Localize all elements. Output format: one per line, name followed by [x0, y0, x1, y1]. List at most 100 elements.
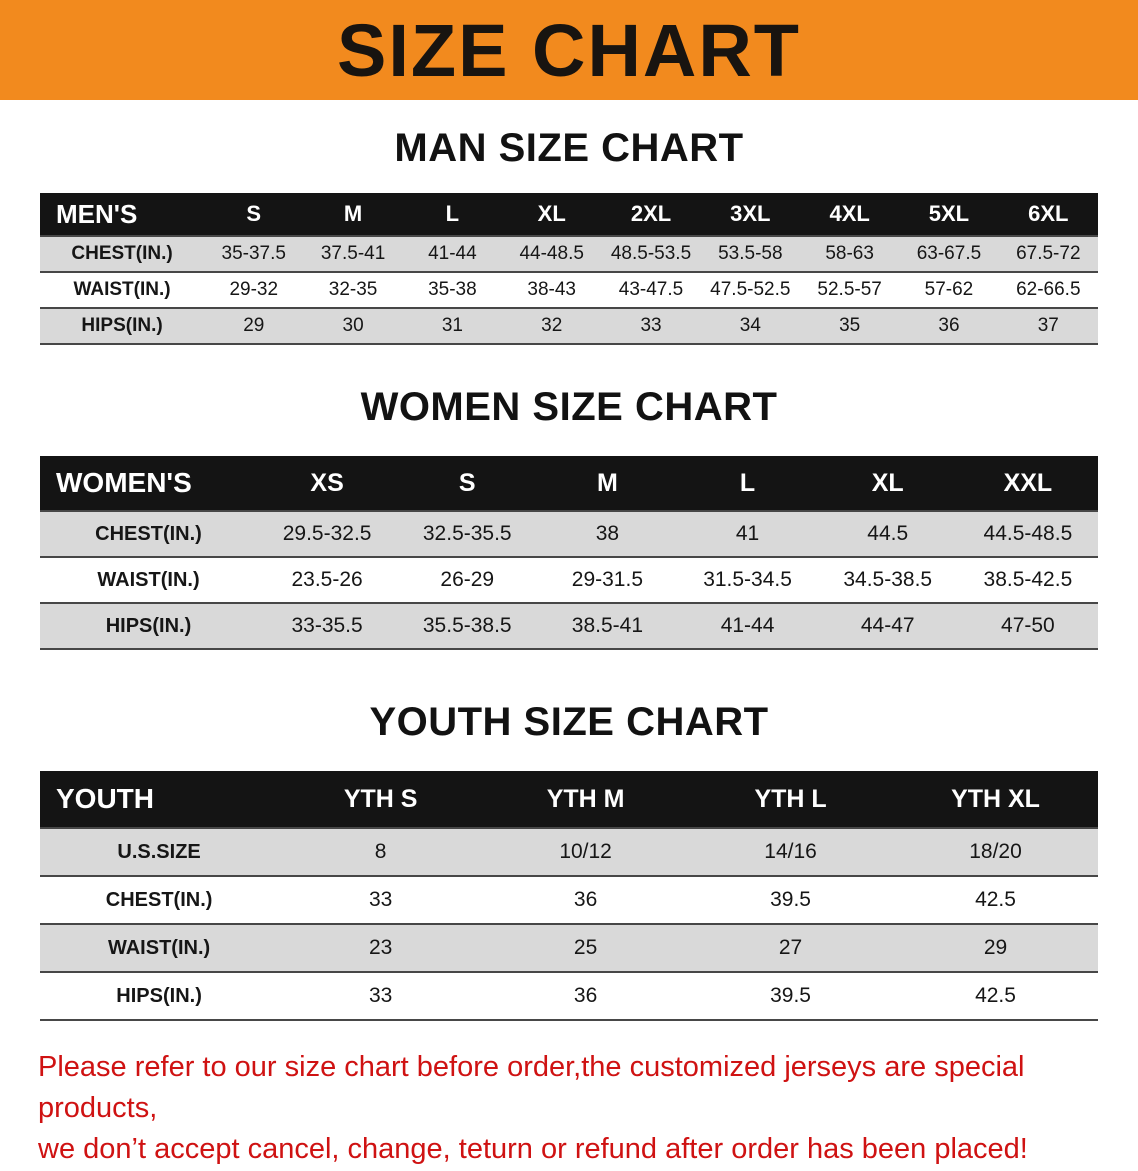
size-value: 34.5-38.5	[843, 568, 933, 591]
size-value: 23	[368, 936, 393, 959]
youth-section: YOUTH SIZE CHART YOUTH YTH S YTH M YTH L YTH…	[0, 700, 1138, 1021]
size-value: 41-44	[428, 243, 477, 264]
size-value: 39.5	[770, 984, 811, 1007]
size-chart-banner: SIZE CHART	[0, 0, 1138, 100]
size-value: 29	[243, 315, 265, 336]
size-value: 67.5-72	[1016, 243, 1081, 264]
row-label: WAIST(IN.)	[107, 936, 211, 959]
size-value: 43-47.5	[618, 279, 684, 300]
size-value: 41-44	[720, 614, 775, 637]
men-section: MAN SIZE CHART MEN'S S M L XL 2XL 3XL 4XL 5XL 6XL…	[0, 126, 1138, 345]
size-value: 33	[368, 984, 393, 1007]
women-section-heading: WOMEN SIZE CHART	[360, 385, 778, 429]
size-column-header: S	[204, 193, 304, 236]
size-value: 29.5-32.5	[282, 522, 372, 545]
size-value: 33	[368, 888, 393, 911]
youth-size-table: YOUTH YTH S YTH M YTH L YTH XL U.S.SIZE 8 10/12…	[40, 771, 1098, 1021]
table-header-row: WOMEN'S XS S M L XL XXL	[40, 456, 1098, 511]
disclaimer: Please refer to our size chart before or…	[38, 1047, 1100, 1171]
table-title-cell: WOMEN'S	[40, 456, 258, 511]
size-value: 41	[735, 522, 760, 545]
size-value: 31.5-34.5	[703, 568, 792, 591]
size-column-header: YTH S	[278, 771, 484, 828]
row-label: CHEST(IN.)	[105, 888, 213, 911]
size-value: 35.5-38.5	[422, 614, 512, 637]
disclaimer-line-2: we don’t accept cancel, change, teturn o…	[38, 1133, 1028, 1166]
disclaimer-line-1: Please refer to our size chart before or…	[38, 1051, 1025, 1125]
size-column-header: S	[397, 456, 538, 511]
size-column-header: XL	[502, 193, 602, 236]
size-value: 39.5	[770, 888, 811, 911]
size-value: 35	[839, 315, 861, 336]
table-row: WAIST(IN.) 29-32 32-35 35-38 38-43 43-47.5 47.…	[40, 272, 1098, 308]
table-title-cell: YOUTH	[40, 771, 279, 828]
size-value: 18/20	[969, 840, 1022, 863]
size-column-header: 5XL	[899, 193, 999, 236]
youth-section-heading: YOUTH SIZE CHART	[369, 700, 769, 744]
size-value: 58-63	[825, 243, 874, 264]
size-value: 37.5-41	[320, 243, 386, 264]
size-value: 36	[938, 315, 960, 336]
size-value: 34	[739, 315, 761, 336]
size-value: 35-37.5	[221, 243, 286, 264]
row-label: WAIST(IN.)	[73, 279, 171, 300]
table-row: WAIST(IN.) 23 25 27 29	[40, 924, 1098, 972]
size-value: 44-48.5	[519, 243, 584, 264]
size-value: 26-29	[440, 568, 495, 591]
table-title-cell: MEN'S	[40, 193, 205, 236]
row-label: WAIST(IN.)	[97, 568, 200, 591]
men-section-heading: MAN SIZE CHART	[394, 126, 744, 170]
size-value: 10/12	[559, 840, 612, 863]
size-column-header: M	[537, 456, 678, 511]
size-value: 47.5-52.5	[710, 279, 791, 300]
size-value: 33	[640, 315, 662, 336]
size-value: 30	[342, 315, 364, 336]
size-value: 37	[1037, 315, 1059, 336]
size-value: 29-32	[229, 279, 279, 300]
size-column-header: L	[402, 193, 503, 236]
women-size-table: WOMEN'S XS S M L XL XXL CHEST(IN.) 29.5-32.5 32.5…	[40, 456, 1098, 650]
size-value: 42.5	[975, 984, 1016, 1007]
size-value: 44-47	[860, 614, 915, 637]
size-column-header: 3XL	[700, 193, 800, 236]
size-value: 29-31.5	[571, 568, 644, 591]
size-value: 53.5-58	[718, 243, 783, 264]
size-value: 44.5	[867, 522, 909, 545]
row-label: HIPS(IN.)	[116, 984, 202, 1007]
size-column-header: L	[677, 456, 818, 511]
size-value: 38.5-42.5	[983, 568, 1073, 591]
size-column-header: XS	[257, 456, 398, 511]
size-value: 63-67.5	[916, 243, 982, 264]
size-value: 23.5-26	[291, 568, 363, 591]
size-value: 35-38	[428, 279, 477, 300]
size-value: 27	[778, 936, 803, 959]
size-value: 25	[573, 936, 598, 959]
size-value: 62-66.5	[1016, 279, 1081, 300]
size-column-header: YTH XL	[893, 771, 1098, 828]
page-title: SIZE CHART	[337, 8, 801, 92]
size-value: 38-43	[527, 279, 576, 300]
row-label: CHEST(IN.)	[95, 522, 202, 545]
table-row: WAIST(IN.) 23.5-26 26-29 29-31.5 31.5-34.5 34…	[40, 557, 1098, 603]
size-value: 42.5	[975, 888, 1016, 911]
table-row: CHEST(IN.) 35-37.5 37.5-41 41-44 44-48.5 48.5…	[40, 236, 1098, 272]
size-column-header: M	[303, 193, 403, 236]
size-column-header: YTH L	[688, 771, 894, 828]
row-label: U.S.SIZE	[117, 840, 201, 863]
size-column-header: YTH M	[483, 771, 689, 828]
women-section: WOMEN SIZE CHART WOMEN'S XS S M L XL XXL CHEST(…	[0, 385, 1138, 650]
size-value: 38.5-41	[571, 614, 644, 637]
table-header-row: YOUTH YTH S YTH M YTH L YTH XL	[40, 771, 1098, 828]
size-value: 8	[374, 840, 387, 863]
size-value: 44.5-48.5	[983, 522, 1073, 545]
size-value: 47-50	[1001, 614, 1055, 637]
table-row: U.S.SIZE 8 10/12 14/16 18/20	[40, 828, 1098, 876]
size-value: 29	[983, 936, 1008, 959]
size-value: 52.5-57	[817, 279, 882, 300]
size-value: 32-35	[328, 279, 378, 300]
row-label: HIPS(IN.)	[81, 315, 163, 336]
men-size-table: MEN'S S M L XL 2XL 3XL 4XL 5XL 6XL CHEST(IN.) 35-37…	[40, 193, 1098, 345]
size-column-header: XL	[817, 456, 958, 511]
table-row: HIPS(IN.) 33-35.5 35.5-38.5 38.5-41 41-44 44-…	[40, 603, 1098, 649]
size-column-header: 4XL	[799, 193, 900, 236]
